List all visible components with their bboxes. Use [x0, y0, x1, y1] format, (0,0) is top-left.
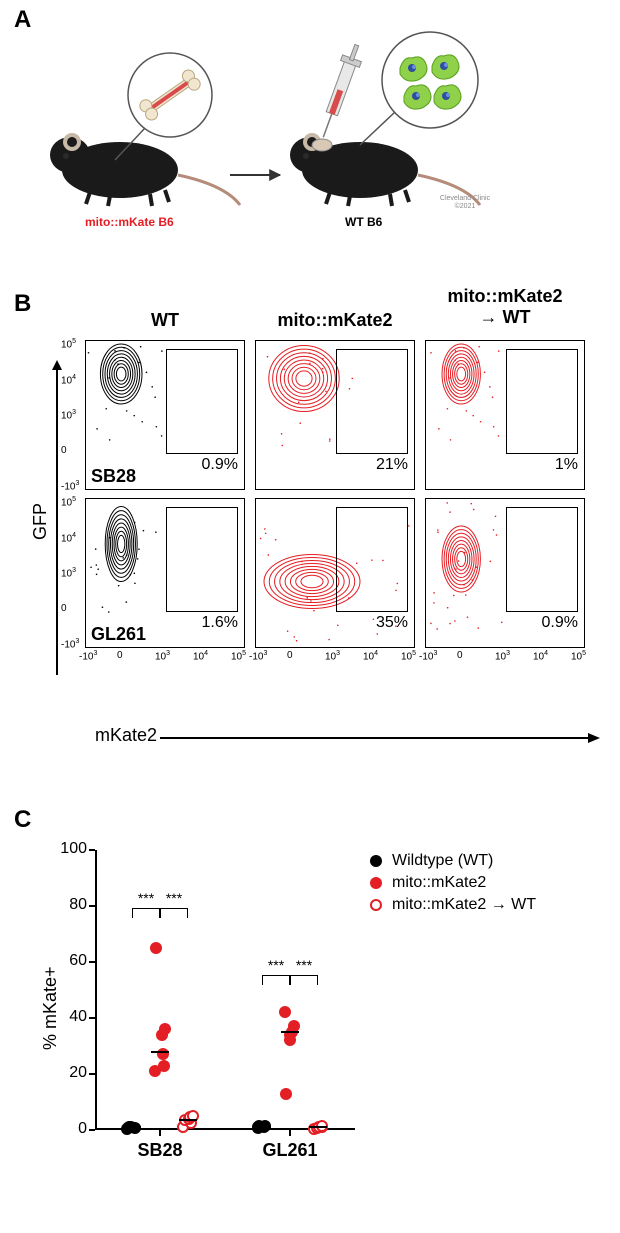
xtick-mark	[289, 1130, 291, 1136]
significance-divider	[159, 908, 161, 918]
median-bar	[309, 1126, 327, 1128]
axis-tick: 105	[401, 650, 416, 662]
significance-stars: ***	[132, 890, 160, 906]
axis-tick: 0	[457, 650, 463, 661]
flow-x-arrow	[160, 731, 600, 745]
gate-percentage: 1.6%	[202, 614, 238, 632]
flow-x-axis-label: mKate2	[95, 725, 157, 746]
axis-tick: 105	[571, 650, 586, 662]
legend-row-mito: mito::mKate2	[370, 874, 536, 892]
ytick-label: 0	[47, 1120, 87, 1138]
flow-col-header: WT	[85, 310, 245, 331]
significance-stars: ***	[160, 890, 188, 906]
gate-box	[166, 349, 238, 454]
panel-B: GFP mKate2 WT mito::mKate2 mito::mKate2→ W…	[0, 280, 620, 770]
axis-tick: -103	[419, 650, 437, 662]
legend-label-chim: mito::mKate2 → WT	[392, 896, 536, 914]
flow-plot: 35%	[255, 498, 415, 648]
xtick-mark	[159, 1130, 161, 1136]
axis-tick: -103	[249, 650, 267, 662]
flow-plot: 1%	[425, 340, 585, 490]
ytick-mark	[89, 905, 95, 907]
axis-tick: 103	[155, 650, 170, 662]
median-bar	[179, 1119, 197, 1121]
axis-tick: 104	[363, 650, 378, 662]
ytick-label: 100	[47, 840, 87, 858]
x-group-label: GL261	[250, 1140, 330, 1161]
legend-marker-red	[370, 877, 382, 889]
flow-plot: 21%	[255, 340, 415, 490]
median-bar	[253, 1126, 271, 1128]
gate-box	[336, 507, 408, 612]
credit-text: Cleveland Clinic ©2021	[435, 195, 495, 210]
axis-tick: 0	[287, 650, 293, 661]
flow-col-header: mito::mKate2	[255, 310, 415, 331]
ytick-label: 60	[47, 952, 87, 970]
ytick-mark	[89, 1073, 95, 1075]
ytick-label: 80	[47, 896, 87, 914]
gate-box	[506, 507, 578, 612]
legend-row-chim: mito::mKate2 → WT	[370, 896, 536, 914]
axis-tick: 103	[325, 650, 340, 662]
axis-tick: 104	[61, 374, 76, 386]
gate-percentage: 1%	[555, 456, 578, 474]
gate-percentage: 21%	[376, 456, 408, 474]
axis-tick: 103	[495, 650, 510, 662]
axis-tick: 104	[533, 650, 548, 662]
data-point	[158, 1060, 170, 1072]
ytick-mark	[89, 1129, 95, 1131]
axis-tick: 104	[61, 532, 76, 544]
legend-label-wt: Wildtype (WT)	[392, 852, 493, 870]
cell-line-name: SB28	[91, 466, 136, 487]
flow-col-header: mito::mKate2→ WT	[425, 286, 585, 328]
legend-marker-black	[370, 855, 382, 867]
flow-y-arrow	[50, 360, 64, 680]
legend-marker-red-open	[370, 899, 382, 911]
mouse2-label: WT B6	[345, 215, 382, 229]
mouse1-label: mito::mKate B6	[85, 215, 174, 229]
cell-line-name: GL261	[91, 624, 146, 645]
axis-tick: 0	[61, 445, 67, 456]
axis-tick: 104	[193, 650, 208, 662]
axis-tick: 0	[117, 650, 123, 661]
ytick-mark	[89, 961, 95, 963]
gate-percentage: 35%	[376, 614, 408, 632]
data-point	[150, 942, 162, 954]
flow-y-axis-label: GFP	[30, 503, 51, 540]
gate-box	[336, 349, 408, 454]
axis-tick: 0	[61, 603, 67, 614]
axis-tick: 103	[61, 409, 76, 421]
gate-box	[506, 349, 578, 454]
ytick-label: 20	[47, 1064, 87, 1082]
legend-row-wt: Wildtype (WT)	[370, 852, 536, 870]
data-point	[159, 1023, 171, 1035]
axis-tick: 105	[61, 338, 76, 350]
axis-tick: 103	[61, 567, 76, 579]
significance-divider	[289, 975, 291, 985]
gate-box	[166, 507, 238, 612]
median-bar	[123, 1126, 141, 1128]
gate-percentage: 0.9%	[202, 456, 238, 474]
data-point	[279, 1006, 291, 1018]
data-point	[280, 1088, 292, 1100]
gate-percentage: 0.9%	[542, 614, 578, 632]
median-bar	[281, 1031, 299, 1033]
legend: Wildtype (WT) mito::mKate2 mito::mKate2 …	[370, 852, 536, 918]
ytick-mark	[89, 849, 95, 851]
significance-stars: ***	[290, 957, 318, 973]
axis-tick: -103	[61, 480, 79, 492]
median-bar	[151, 1051, 169, 1053]
axis-tick: -103	[61, 638, 79, 650]
panel-A: mito::mKate B6 WT B6 Cleveland Clinic ©2…	[0, 0, 620, 260]
panel-C: % mKate+ Wildtype (WT) mito::mKate2 mito…	[0, 800, 620, 1233]
ytick-label: 40	[47, 1008, 87, 1026]
significance-stars: ***	[262, 957, 290, 973]
axis-tick: 105	[231, 650, 246, 662]
x-group-label: SB28	[120, 1140, 200, 1161]
flow-plot: 0.9%	[425, 498, 585, 648]
axis-tick: 105	[61, 496, 76, 508]
legend-label-mito: mito::mKate2	[392, 874, 486, 892]
ytick-mark	[89, 1017, 95, 1019]
axis-tick: -103	[79, 650, 97, 662]
